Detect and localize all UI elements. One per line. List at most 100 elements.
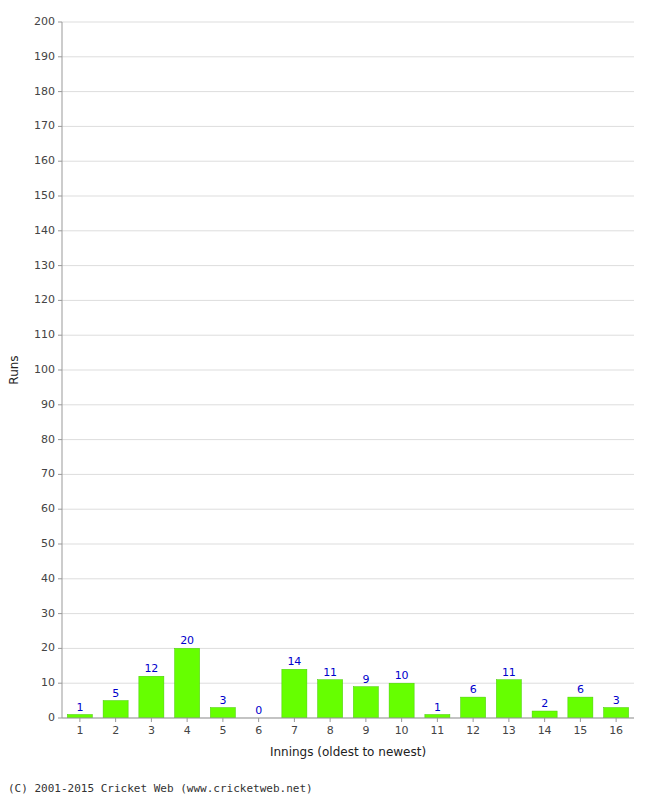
- grid-line: [62, 91, 634, 92]
- grid-line: [62, 544, 634, 545]
- x-tick: [115, 718, 116, 722]
- data-label: 20: [180, 634, 194, 647]
- y-tick-label: 10: [41, 676, 55, 689]
- data-label: 0: [255, 704, 262, 717]
- x-tick: [365, 718, 366, 722]
- y-tick-label: 50: [41, 537, 55, 550]
- y-tick-label: 20: [41, 641, 55, 654]
- grid-line: [62, 370, 634, 371]
- data-label: 11: [323, 666, 337, 679]
- x-axis: 12345678910111213141516: [76, 718, 623, 737]
- y-tick: [58, 265, 62, 266]
- bar: [103, 701, 128, 718]
- grid-line: [62, 578, 634, 579]
- y-tick: [58, 578, 62, 579]
- grid-line: [62, 439, 634, 440]
- x-tick-label: 5: [219, 724, 226, 737]
- y-tick: [58, 439, 62, 440]
- y-tick-label: 160: [34, 154, 55, 167]
- grid-line: [62, 56, 634, 57]
- x-tick: [580, 718, 581, 722]
- bar: [139, 676, 164, 718]
- data-label: 9: [362, 673, 369, 686]
- grid-line: [62, 404, 634, 405]
- y-tick: [58, 161, 62, 162]
- x-tick: [473, 718, 474, 722]
- x-axis-label: Innings (oldest to newest): [270, 745, 426, 759]
- bar: [496, 680, 521, 718]
- y-axis: 0102030405060708090100110120130140150160…: [34, 15, 62, 724]
- y-tick-label: 120: [34, 293, 55, 306]
- y-tick-label: 140: [34, 224, 55, 237]
- data-label: 6: [577, 683, 584, 696]
- grid-line: [62, 300, 634, 301]
- grid-line: [62, 230, 634, 231]
- data-label: 1: [434, 701, 441, 714]
- grid-line: [62, 648, 634, 649]
- grid-line: [62, 613, 634, 614]
- chart: 0102030405060708090100110120130140150160…: [0, 0, 650, 800]
- y-tick: [58, 404, 62, 405]
- y-tick: [58, 544, 62, 545]
- y-tick: [58, 126, 62, 127]
- x-tick-label: 4: [184, 724, 191, 737]
- data-label: 1: [76, 701, 83, 714]
- grid-line: [62, 22, 634, 23]
- chart-container: 0102030405060708090100110120130140150160…: [0, 0, 650, 800]
- y-axis-line: [62, 22, 63, 718]
- data-label: 14: [287, 655, 301, 668]
- y-tick-label: 70: [41, 467, 55, 480]
- x-tick-label: 13: [502, 724, 516, 737]
- grid-line: [62, 718, 634, 719]
- data-label: 3: [219, 694, 226, 707]
- bar: [604, 708, 629, 718]
- y-tick-label: 150: [34, 189, 55, 202]
- axes: [62, 22, 634, 718]
- x-tick: [508, 718, 509, 722]
- y-tick-label: 180: [34, 85, 55, 98]
- x-tick: [616, 718, 617, 722]
- grid-line: [62, 335, 634, 336]
- x-axis-line: [62, 718, 634, 719]
- x-tick-label: 14: [538, 724, 552, 737]
- y-tick: [58, 196, 62, 197]
- bar: [353, 687, 378, 718]
- y-tick: [58, 56, 62, 57]
- y-tick: [58, 370, 62, 371]
- data-label: 2: [541, 697, 548, 710]
- y-tick-label: 30: [41, 607, 55, 620]
- y-tick: [58, 91, 62, 92]
- y-tick-label: 170: [34, 119, 55, 132]
- x-tick: [258, 718, 259, 722]
- bar: [425, 715, 450, 718]
- y-tick: [58, 683, 62, 684]
- y-tick: [58, 300, 62, 301]
- y-tick-label: 0: [48, 711, 55, 724]
- bar: [461, 697, 486, 718]
- y-tick: [58, 474, 62, 475]
- data-labels: 1512203014119101611263: [76, 634, 619, 717]
- y-tick-label: 200: [34, 15, 55, 28]
- x-tick: [294, 718, 295, 722]
- y-tick-label: 80: [41, 433, 55, 446]
- data-label: 6: [470, 683, 477, 696]
- footer: (C) 2001-2015 Cricket Web (www.cricketwe…: [8, 782, 313, 795]
- x-tick-label: 2: [112, 724, 119, 737]
- x-tick-label: 7: [291, 724, 298, 737]
- grid-line: [62, 265, 634, 266]
- bar: [568, 697, 593, 718]
- x-tick-label: 15: [573, 724, 587, 737]
- x-tick-label: 11: [430, 724, 444, 737]
- x-tick: [222, 718, 223, 722]
- bar: [67, 715, 92, 718]
- y-tick-label: 110: [34, 328, 55, 341]
- x-tick-label: 9: [362, 724, 369, 737]
- x-tick: [401, 718, 402, 722]
- x-tick-label: 12: [466, 724, 480, 737]
- grid-line: [62, 126, 634, 127]
- y-tick-label: 100: [34, 363, 55, 376]
- bar: [175, 648, 200, 718]
- x-tick-label: 10: [395, 724, 409, 737]
- data-label: 12: [144, 662, 158, 675]
- y-tick-label: 60: [41, 502, 55, 515]
